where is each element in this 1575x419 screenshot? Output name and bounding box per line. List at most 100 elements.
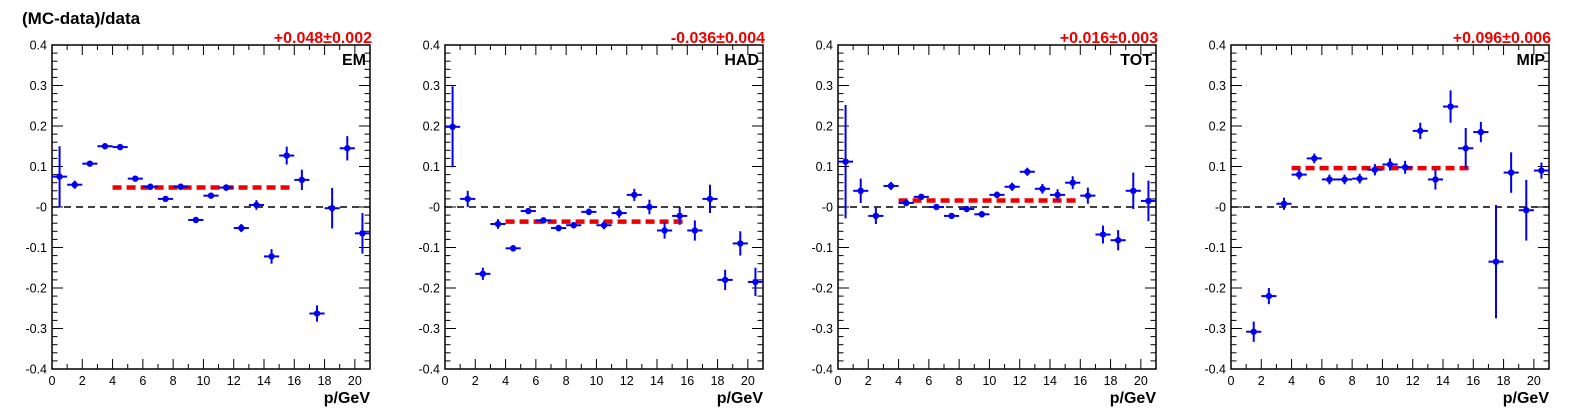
- data-point: [1488, 204, 1504, 319]
- point-marker: [1492, 258, 1500, 265]
- y-tick-label: 0.4: [30, 39, 47, 53]
- point-marker: [706, 195, 714, 203]
- point-marker: [1008, 183, 1016, 190]
- point-marker: [283, 152, 290, 159]
- point-marker: [993, 191, 1001, 199]
- data-point: [233, 224, 249, 233]
- x-tick-label: 6: [532, 374, 539, 388]
- point-marker: [1432, 176, 1439, 183]
- x-tick-label: 2: [865, 374, 872, 388]
- data-point: [596, 221, 612, 230]
- panel-label: TOT: [1120, 52, 1152, 69]
- point-marker: [737, 240, 744, 247]
- point-marker: [1311, 155, 1318, 162]
- point-marker: [948, 212, 955, 220]
- data-point: [1261, 288, 1277, 305]
- x-tick-label: 0: [1228, 374, 1235, 388]
- x-axis-title: p/GeV: [1503, 390, 1550, 407]
- data-point: [641, 199, 657, 215]
- y-tick-label: -0.2: [1204, 282, 1226, 296]
- fit-value-label: -0.036±0.004: [671, 30, 765, 47]
- point-marker: [177, 183, 184, 190]
- data-point: [1382, 158, 1398, 171]
- x-tick-label: 18: [1104, 374, 1118, 388]
- data-point: [309, 305, 325, 322]
- data-point: [490, 219, 506, 229]
- data-point: [535, 217, 551, 224]
- point-marker: [676, 212, 683, 220]
- y-tick-label: 0.1: [1209, 160, 1226, 174]
- x-tick-label: 12: [1406, 374, 1420, 388]
- data-point: [1503, 152, 1519, 193]
- y-tick-label: -0.4: [811, 363, 833, 377]
- panel-em: -0.4 -0.3 -0.2 -0.1 -0 0.1 0.2 0.3 0.4 0 2 4 6 8 10 12 1…: [25, 30, 372, 407]
- point-marker: [661, 227, 668, 234]
- point-marker: [1099, 231, 1107, 238]
- data-point: [657, 222, 673, 239]
- point-marker: [509, 245, 517, 252]
- fit-value-label: +0.016±0.003: [1060, 30, 1158, 47]
- data-point: [445, 86, 461, 168]
- point-marker: [691, 227, 699, 234]
- y-tick-label: 0.1: [423, 160, 440, 174]
- y-tick-label: 0.3: [30, 79, 47, 93]
- y-tick-label: -0: [1215, 201, 1226, 215]
- data-point: [959, 205, 975, 213]
- point-marker: [192, 216, 200, 224]
- data-point: [913, 193, 929, 201]
- data-point: [203, 192, 219, 199]
- point-marker: [1477, 128, 1485, 136]
- data-point: [1095, 225, 1111, 244]
- point-marker: [253, 201, 260, 209]
- data-point: [158, 195, 174, 203]
- y-tick-label: -0.1: [811, 241, 833, 255]
- y-tick-label: 0.3: [1209, 79, 1226, 93]
- y-axis-title: (MC-data)/data: [22, 9, 141, 28]
- y-tick-label: -0.4: [418, 363, 440, 377]
- y-tick-label: 0.4: [1209, 39, 1226, 53]
- point-marker: [238, 224, 245, 232]
- data-point: [1321, 174, 1337, 185]
- y-tick-label: -0.3: [418, 322, 440, 336]
- x-tick-label: 2: [79, 374, 86, 388]
- point-marker: [101, 143, 109, 150]
- y-tick-label: -0.2: [811, 282, 833, 296]
- point-marker: [268, 253, 275, 260]
- data-point: [279, 146, 295, 165]
- data-point: [611, 208, 627, 218]
- x-axis-title: p/GeV: [1110, 390, 1157, 407]
- data-point: [1367, 164, 1383, 176]
- x-tick-label: 0: [835, 374, 842, 388]
- point-marker: [1024, 168, 1031, 175]
- data-point: [1306, 153, 1322, 164]
- data-point: [732, 231, 748, 256]
- x-tick-label: 20: [348, 374, 362, 388]
- x-tick-label: 6: [925, 374, 932, 388]
- y-tick-label: 0.1: [816, 160, 833, 174]
- data-point: [1533, 162, 1549, 179]
- point-marker: [842, 158, 849, 165]
- point-marker: [540, 217, 547, 224]
- point-marker: [222, 184, 230, 191]
- data-point: [687, 220, 703, 241]
- point-marker: [600, 222, 608, 229]
- data-point: [1125, 172, 1141, 210]
- point-marker: [449, 123, 456, 131]
- y-tick-label: -0.1: [25, 241, 47, 255]
- x-tick-label: 6: [139, 374, 146, 388]
- x-tick-label: 2: [472, 374, 479, 388]
- point-marker: [752, 278, 759, 286]
- point-marker: [585, 208, 593, 216]
- point-marker: [298, 176, 306, 184]
- x-tick-label: 14: [1436, 374, 1450, 388]
- data-point: [1352, 173, 1368, 184]
- point-marker: [902, 199, 910, 207]
- x-tick-label: 0: [442, 374, 449, 388]
- point-marker: [857, 187, 864, 194]
- y-tick-label: 0.1: [30, 160, 47, 174]
- data-point: [505, 245, 521, 252]
- x-tick-label: 6: [1318, 374, 1325, 388]
- panel-had: -0.4 -0.3 -0.2 -0.1 -0 0.1 0.2 0.3 0.4 0 2 4 6 8 10 12 1…: [418, 30, 765, 407]
- x-tick-label: 12: [1013, 374, 1027, 388]
- data-point: [354, 213, 370, 254]
